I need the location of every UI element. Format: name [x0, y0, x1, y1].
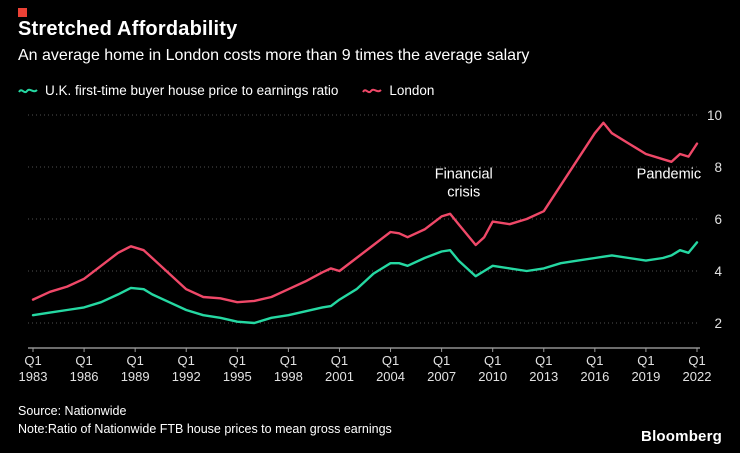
x-axis-tick-label-quarter: Q1	[331, 353, 348, 368]
y-axis-tick-label: 10	[707, 108, 722, 123]
x-axis-tick-label-quarter: Q1	[433, 353, 450, 368]
x-axis-tick-label-quarter: Q1	[280, 353, 297, 368]
x-axis-tick-label-quarter: Q1	[229, 353, 246, 368]
x-axis-tick-label-year: 1998	[274, 369, 303, 384]
uk-series-line	[31, 241, 699, 325]
x-axis-tick-label-year: 2022	[683, 369, 712, 384]
x-axis-tick-label-year: 2019	[631, 369, 660, 384]
legend-item-london: London	[362, 83, 434, 98]
x-axis-tick-label-year: 1995	[223, 369, 252, 384]
x-axis-tick-label-year: 1992	[172, 369, 201, 384]
x-axis-tick-label-year: 2001	[325, 369, 354, 384]
london-series-line-icon	[362, 88, 383, 93]
x-axis-tick-label-year: 2004	[376, 369, 405, 384]
y-axis-tick-label: 2	[714, 316, 722, 331]
legend-label-london: London	[389, 83, 435, 98]
x-axis-tick-label-quarter: Q1	[178, 353, 195, 368]
x-axis-tick-label-quarter: Q1	[535, 353, 552, 368]
x-axis-tick-label-year: 2016	[580, 369, 609, 384]
brand-accent-square	[18, 8, 27, 17]
chart-subtitle: An average home in London costs more tha…	[18, 47, 530, 64]
x-axis-tick-label-quarter: Q1	[688, 353, 705, 368]
y-axis-tick-label: 4	[714, 264, 722, 279]
x-axis-tick-label-year: 2013	[529, 369, 558, 384]
chart-title: Stretched Affordability	[18, 18, 238, 40]
x-axis-tick-label-quarter: Q1	[382, 353, 399, 368]
source-text: Source: Nationwide	[18, 404, 127, 418]
note-text: Note:Ratio of Nationwide FTB house price…	[18, 422, 392, 436]
x-axis-tick-label-year: 1989	[121, 369, 150, 384]
legend-label-uk: U.K. first-time buyer house price to ear…	[45, 83, 339, 98]
x-axis-tick-label-year: 1986	[70, 369, 99, 384]
x-axis-tick-label-quarter: Q1	[484, 353, 501, 368]
x-axis-tick-label-year: 2010	[478, 369, 507, 384]
legend: U.K. first-time buyer house price to ear…	[18, 83, 434, 98]
london-series-line	[31, 121, 699, 304]
y-axis-tick-label: 8	[714, 160, 722, 175]
x-axis-tick-label-quarter: Q1	[24, 353, 41, 368]
x-axis-tick-label-quarter: Q1	[126, 353, 143, 368]
chart-annotation: Pandemic	[637, 167, 701, 183]
x-axis-tick-label-quarter: Q1	[75, 353, 92, 368]
chart-annotation: crisis	[447, 185, 480, 201]
chart-annotation: Financial	[435, 167, 493, 183]
x-axis-tick-label-quarter: Q1	[586, 353, 603, 368]
x-axis-tick-label-year: 1983	[19, 369, 48, 384]
legend-item-uk: U.K. first-time buyer house price to ear…	[18, 83, 338, 98]
x-axis-tick-label-quarter: Q1	[637, 353, 654, 368]
bloomberg-logo: Bloomberg	[641, 428, 722, 445]
uk-series-line-icon	[18, 88, 38, 93]
x-axis-tick-label-year: 2007	[427, 369, 456, 384]
y-axis-tick-label: 6	[714, 212, 722, 227]
